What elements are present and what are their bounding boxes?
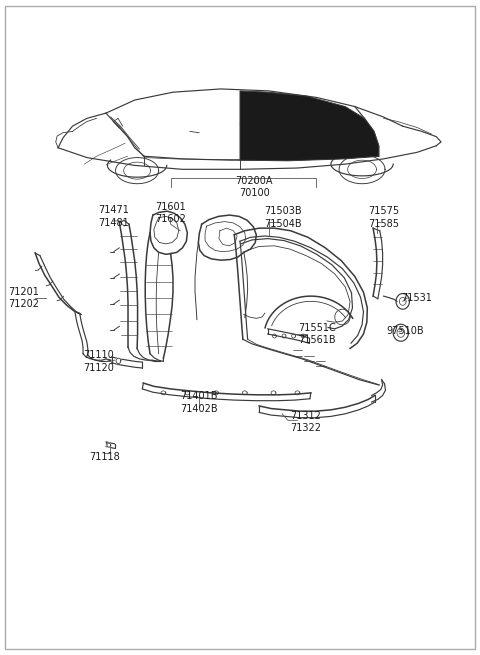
Text: 71201
71202: 71201 71202 (8, 287, 39, 309)
Text: 97510B: 97510B (386, 326, 424, 336)
Polygon shape (116, 358, 121, 364)
Text: 71312
71322: 71312 71322 (290, 411, 322, 434)
Text: 71118: 71118 (90, 452, 120, 462)
Text: 71575
71585: 71575 71585 (368, 206, 399, 229)
Text: 71601
71602: 71601 71602 (155, 202, 186, 224)
Text: 71503B
71504B: 71503B 71504B (264, 206, 302, 229)
Text: 71471
71481: 71471 71481 (98, 205, 129, 227)
Text: 71401B
71402B: 71401B 71402B (180, 392, 218, 414)
Polygon shape (107, 443, 111, 447)
Text: 71110
71120: 71110 71120 (84, 350, 114, 373)
Text: 71551C
71561B: 71551C 71561B (298, 323, 336, 345)
Text: 70200A
70100: 70200A 70100 (236, 176, 273, 198)
Polygon shape (240, 91, 379, 161)
Text: 71531: 71531 (401, 293, 432, 303)
